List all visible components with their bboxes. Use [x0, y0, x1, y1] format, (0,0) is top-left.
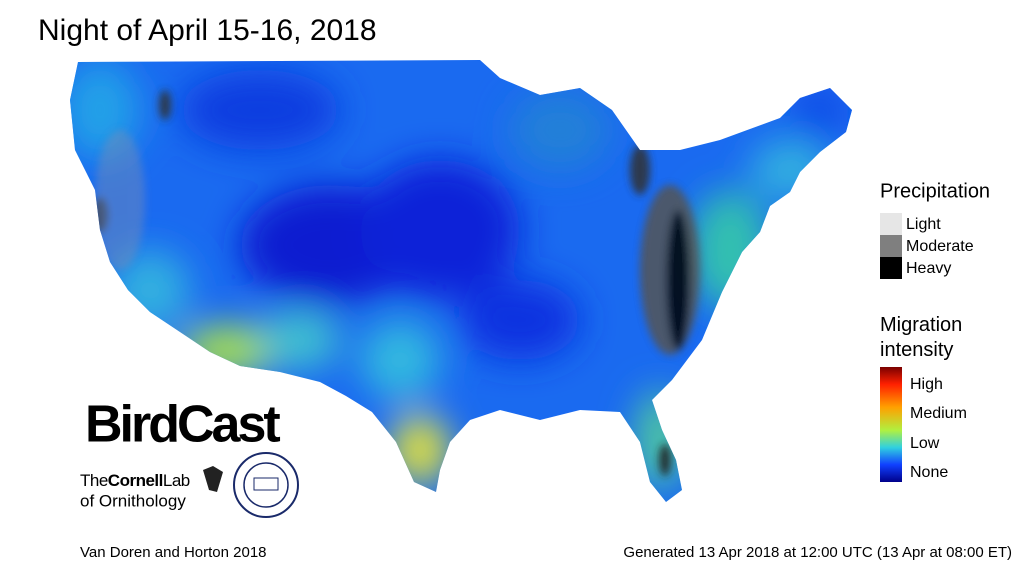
legend-item: Light	[906, 216, 941, 233]
legend-item: Heavy	[906, 260, 951, 277]
cornell-logo-sub: of Ornithology	[80, 491, 186, 510]
footer-credit: Van Doren and Horton 2018	[80, 544, 267, 561]
legend-item: High	[910, 376, 943, 393]
color-bar	[880, 367, 902, 482]
cornell-logo: TheCornellLab	[80, 471, 190, 490]
oxford-seal	[233, 452, 299, 518]
birdcast-logo: BirdCast	[85, 396, 280, 454]
oxford-book	[253, 477, 279, 491]
swatch	[880, 213, 902, 235]
legend-title: Precipitation	[880, 180, 990, 202]
legend-title: Migration intensity	[880, 314, 963, 361]
oxford-seal-inner	[243, 462, 289, 508]
legend-item: Low	[910, 435, 940, 452]
legend-item: None	[910, 464, 948, 481]
footer-generated: Generated 13 Apr 2018 at 12:00 UTC (13 A…	[623, 544, 1012, 561]
swatch	[880, 235, 902, 257]
swatch	[880, 257, 902, 279]
legend-item: Medium	[910, 405, 967, 422]
legend-item: Moderate	[906, 238, 974, 255]
title: Night of April 15-16, 2018	[38, 14, 377, 47]
bird-icon	[203, 466, 223, 492]
